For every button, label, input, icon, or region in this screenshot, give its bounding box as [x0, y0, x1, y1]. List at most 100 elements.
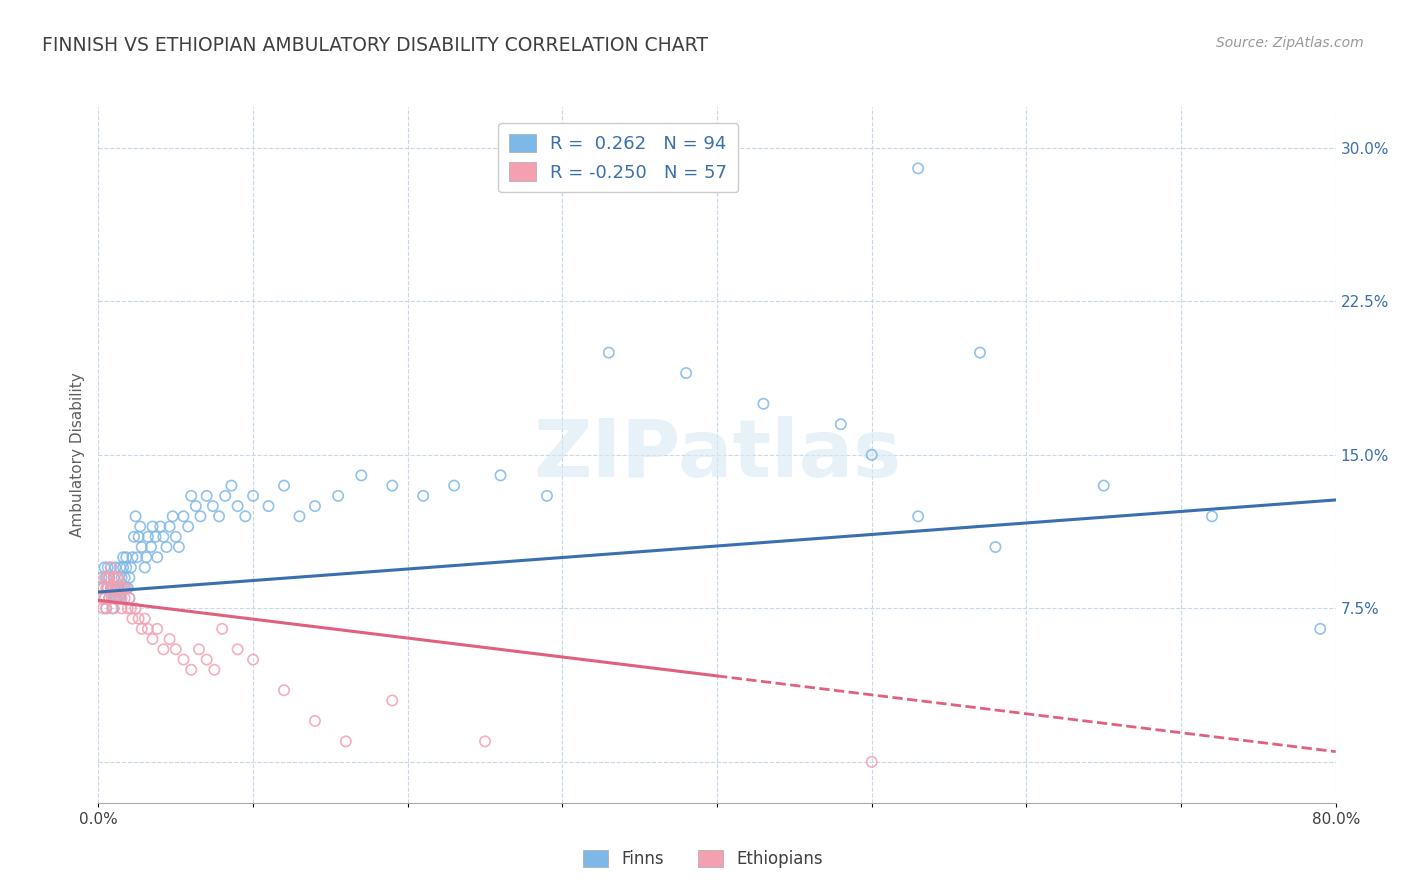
Point — [128, 530, 150, 544]
Point — [172, 509, 194, 524]
Point — [101, 581, 124, 595]
Point — [221, 478, 243, 492]
Point — [97, 571, 120, 585]
Point — [117, 581, 139, 595]
Point — [120, 560, 142, 574]
Point — [135, 550, 157, 565]
Point — [155, 540, 177, 554]
Point — [180, 489, 202, 503]
Point — [134, 560, 156, 574]
Text: FINNISH VS ETHIOPIAN AMBULATORY DISABILITY CORRELATION CHART: FINNISH VS ETHIOPIAN AMBULATORY DISABILI… — [42, 36, 709, 54]
Point — [96, 571, 118, 585]
Point — [860, 448, 883, 462]
Point — [211, 622, 233, 636]
Point — [101, 601, 124, 615]
Point — [598, 345, 620, 359]
Point — [536, 489, 558, 503]
Point — [350, 468, 373, 483]
Point — [120, 601, 142, 615]
Point — [90, 591, 112, 606]
Point — [103, 591, 125, 606]
Point — [381, 693, 404, 707]
Point — [412, 489, 434, 503]
Point — [115, 560, 138, 574]
Point — [118, 591, 141, 606]
Point — [204, 663, 226, 677]
Y-axis label: Ambulatory Disability: Ambulatory Disability — [69, 373, 84, 537]
Point — [969, 345, 991, 359]
Point — [257, 499, 280, 513]
Point — [195, 652, 218, 666]
Point — [117, 601, 139, 615]
Point — [104, 591, 127, 606]
Point — [675, 366, 697, 380]
Point — [190, 509, 212, 524]
Point — [97, 581, 120, 595]
Point — [146, 550, 169, 565]
Point — [100, 581, 122, 595]
Point — [131, 622, 153, 636]
Point — [105, 591, 128, 606]
Point — [118, 571, 141, 585]
Point — [100, 581, 122, 595]
Point — [752, 397, 775, 411]
Point — [124, 509, 146, 524]
Point — [1201, 509, 1223, 524]
Point — [139, 540, 162, 554]
Point — [172, 652, 194, 666]
Point — [114, 571, 136, 585]
Point — [97, 560, 120, 574]
Point — [474, 734, 496, 748]
Point — [129, 519, 152, 533]
Point — [159, 632, 181, 646]
Point — [107, 571, 129, 585]
Point — [326, 489, 350, 503]
Point — [141, 519, 165, 533]
Legend: Finns, Ethiopians: Finns, Ethiopians — [576, 843, 830, 875]
Point — [100, 560, 122, 574]
Point — [103, 601, 125, 615]
Point — [115, 550, 138, 565]
Point — [93, 591, 115, 606]
Point — [134, 612, 156, 626]
Point — [101, 581, 124, 595]
Point — [233, 509, 257, 524]
Point — [105, 571, 128, 585]
Point — [91, 601, 114, 615]
Point — [381, 478, 404, 492]
Point — [100, 560, 122, 574]
Point — [114, 581, 136, 595]
Point — [107, 581, 129, 595]
Point — [152, 642, 174, 657]
Point — [93, 560, 115, 574]
Point — [121, 550, 143, 565]
Point — [105, 581, 128, 595]
Point — [1092, 478, 1115, 492]
Text: ZIPatlas: ZIPatlas — [533, 416, 901, 494]
Point — [103, 571, 125, 585]
Point — [112, 581, 135, 595]
Point — [91, 581, 114, 595]
Point — [108, 581, 131, 595]
Point — [128, 612, 150, 626]
Point — [111, 581, 132, 595]
Point — [830, 417, 852, 432]
Point — [127, 550, 149, 565]
Point — [201, 499, 224, 513]
Point — [907, 509, 929, 524]
Point — [90, 571, 112, 585]
Point — [136, 622, 159, 636]
Point — [214, 489, 236, 503]
Point — [146, 622, 169, 636]
Point — [122, 530, 145, 544]
Point — [149, 519, 172, 533]
Point — [159, 519, 181, 533]
Point — [152, 530, 174, 544]
Point — [443, 478, 465, 492]
Point — [101, 591, 124, 606]
Point — [226, 642, 249, 657]
Point — [91, 581, 114, 595]
Point — [273, 683, 295, 698]
Point — [177, 519, 200, 533]
Point — [112, 550, 135, 565]
